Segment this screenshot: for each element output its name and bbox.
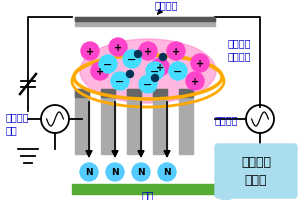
Bar [101,90,115,154]
Bar [75,18,215,21]
Text: −: − [115,77,125,87]
Circle shape [158,163,176,181]
Circle shape [160,54,167,61]
Text: +: + [196,59,204,69]
Text: +: + [86,47,94,57]
Circle shape [123,51,141,69]
Text: 中性粒子
ビーム: 中性粒子 ビーム [241,156,271,187]
Bar [72,184,220,194]
Circle shape [106,163,124,181]
Bar [153,90,167,154]
Circle shape [99,56,117,74]
Text: +: + [144,47,152,57]
Bar [101,90,115,97]
Text: +: + [114,43,122,53]
Bar [75,18,215,27]
Bar [179,90,193,97]
Circle shape [132,163,150,181]
Bar [75,90,89,97]
Circle shape [139,76,157,94]
Circle shape [152,75,158,82]
Circle shape [169,63,187,81]
Circle shape [134,51,142,58]
Circle shape [186,73,204,91]
Circle shape [191,55,209,73]
Polygon shape [214,195,238,200]
Text: +: + [191,77,199,87]
Circle shape [80,163,98,181]
FancyBboxPatch shape [215,144,297,198]
Text: 下部電極: 下部電極 [215,114,238,124]
Text: +: + [96,67,104,77]
Text: 時間変調
プラズマ: 時間変調 プラズマ [228,38,251,61]
Circle shape [139,43,157,61]
Circle shape [167,43,185,61]
Text: N: N [163,168,171,177]
Bar [179,90,193,154]
Circle shape [146,63,164,81]
Text: +: + [156,63,164,73]
Circle shape [81,43,99,61]
Text: N: N [137,168,145,177]
Bar [127,90,141,97]
Text: バイアス
電源: バイアス 電源 [6,111,29,135]
Circle shape [111,73,129,91]
Text: −: − [150,67,160,77]
Text: N: N [111,168,119,177]
Text: −: − [127,55,137,65]
Text: +: + [172,47,180,57]
Text: N: N [85,168,93,177]
Circle shape [91,63,109,81]
Text: 試料: 試料 [142,189,154,199]
Text: −: − [143,80,153,90]
Bar [127,90,141,154]
Ellipse shape [80,40,216,103]
Bar [153,90,167,97]
Text: −: − [103,60,113,70]
Text: −: − [173,67,183,77]
Circle shape [109,39,127,57]
Text: 上部電極: 上部電極 [155,0,178,15]
Circle shape [127,71,134,78]
Circle shape [151,59,169,77]
Bar [75,90,89,154]
